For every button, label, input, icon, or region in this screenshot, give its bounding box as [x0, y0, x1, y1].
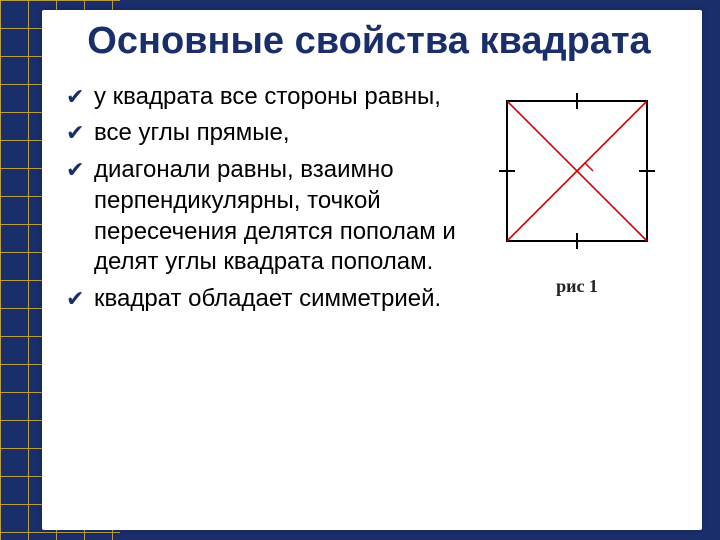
list-item: квадрат обладает симметрией.: [94, 284, 468, 315]
slide-panel: Основные свойства квадрата у квадрата вс…: [42, 10, 702, 530]
list-item: все углы прямые,: [94, 118, 468, 149]
figure: рис 1: [482, 82, 672, 321]
slide-content: у квадрата все стороны равны, все углы п…: [66, 82, 672, 321]
figure-caption: рис 1: [556, 276, 598, 297]
square-diagram: [487, 86, 667, 266]
properties-list: у квадрата все стороны равны, все углы п…: [66, 82, 468, 321]
perpendicular-mark: [577, 163, 593, 171]
list-item: диагонали равны, взаимно перпендикулярны…: [94, 155, 468, 278]
list-item: у квадрата все стороны равны,: [94, 82, 468, 113]
slide-title: Основные свойства квадрата: [66, 20, 672, 64]
